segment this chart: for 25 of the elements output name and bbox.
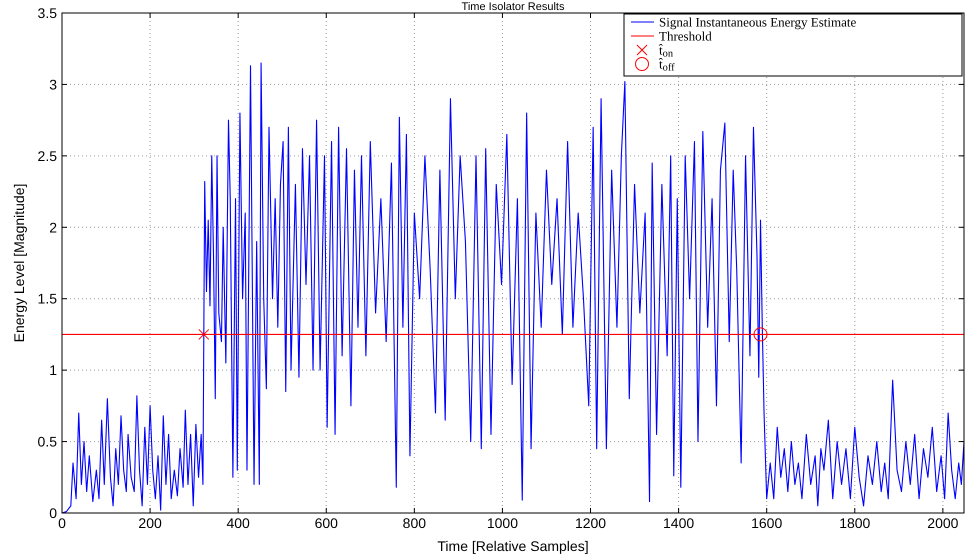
x-tick-label: 400 (226, 515, 250, 531)
x-axis-title: Time [Relative Samples] (437, 538, 589, 554)
x-tick-label: 800 (402, 515, 426, 531)
legend-label: t̂$_{off}$ (658, 56, 676, 74)
x-tick-label: 600 (314, 515, 338, 531)
y-tick-label: 3.5 (38, 5, 58, 21)
x-tick-label: 2000 (927, 515, 959, 531)
x-tick-label: 200 (138, 515, 162, 531)
y-tick-label: 3 (49, 76, 58, 92)
y-tick-label: 0 (49, 505, 58, 521)
y-tick-label: 2 (49, 219, 58, 236)
legend-label: Signal Instantaneous Energy Estimate (659, 14, 856, 30)
x-tick-label: 1200 (574, 515, 606, 531)
x-tick-label: 1000 (486, 515, 518, 531)
legend-label: Threshold (659, 28, 712, 44)
y-tick-label: 2.5 (38, 148, 58, 164)
chart-title: Time Isolator Results (462, 1, 565, 13)
x-tick-label: 1400 (663, 515, 694, 531)
y-tick-label: 0.5 (38, 434, 58, 450)
x-tick-label: 1600 (751, 515, 782, 531)
legend-label: t̂$_{on}$ (658, 42, 674, 60)
y-tick-label: 1 (49, 362, 58, 378)
y-tick-label: 1.5 (38, 290, 58, 307)
y-axis-title: Energy Level [Magnitude] (11, 184, 27, 342)
x-tick-label: 1800 (839, 515, 871, 531)
